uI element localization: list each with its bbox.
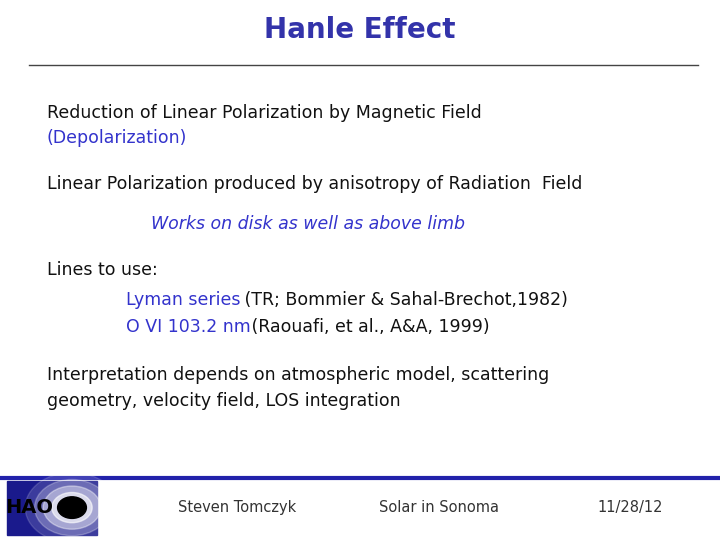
Text: HAO: HAO	[6, 498, 54, 517]
Text: Lyman series: Lyman series	[126, 291, 240, 309]
Text: (Depolarization): (Depolarization)	[47, 129, 187, 147]
Text: Hanle Effect: Hanle Effect	[264, 16, 456, 44]
Circle shape	[43, 486, 101, 529]
Text: Solar in Sonoma: Solar in Sonoma	[379, 500, 499, 515]
Circle shape	[25, 472, 119, 540]
Text: (Raouafi, et al., A&A, 1999): (Raouafi, et al., A&A, 1999)	[246, 318, 490, 336]
Circle shape	[52, 492, 92, 523]
Text: geometry, velocity field, LOS integration: geometry, velocity field, LOS integratio…	[47, 392, 400, 410]
Circle shape	[35, 480, 109, 536]
Text: Reduction of Linear Polarization by Magnetic Field: Reduction of Linear Polarization by Magn…	[47, 104, 482, 123]
Text: Works on disk as well as above limb: Works on disk as well as above limb	[151, 215, 465, 233]
Text: 11/28/12: 11/28/12	[598, 500, 662, 515]
Text: (TR; Bommier & Sahal-Brechot,1982): (TR; Bommier & Sahal-Brechot,1982)	[239, 291, 568, 309]
Text: O VI 103.2 nm: O VI 103.2 nm	[126, 318, 251, 336]
Text: Steven Tomczyk: Steven Tomczyk	[179, 500, 297, 515]
Text: Interpretation depends on atmospheric model, scattering: Interpretation depends on atmospheric mo…	[47, 366, 549, 384]
Bar	[7, 481, 97, 535]
Text: Linear Polarization produced by anisotropy of Radiation  Field: Linear Polarization produced by anisotro…	[47, 174, 582, 193]
Text: Lines to use:: Lines to use:	[47, 261, 158, 279]
Circle shape	[58, 497, 86, 518]
